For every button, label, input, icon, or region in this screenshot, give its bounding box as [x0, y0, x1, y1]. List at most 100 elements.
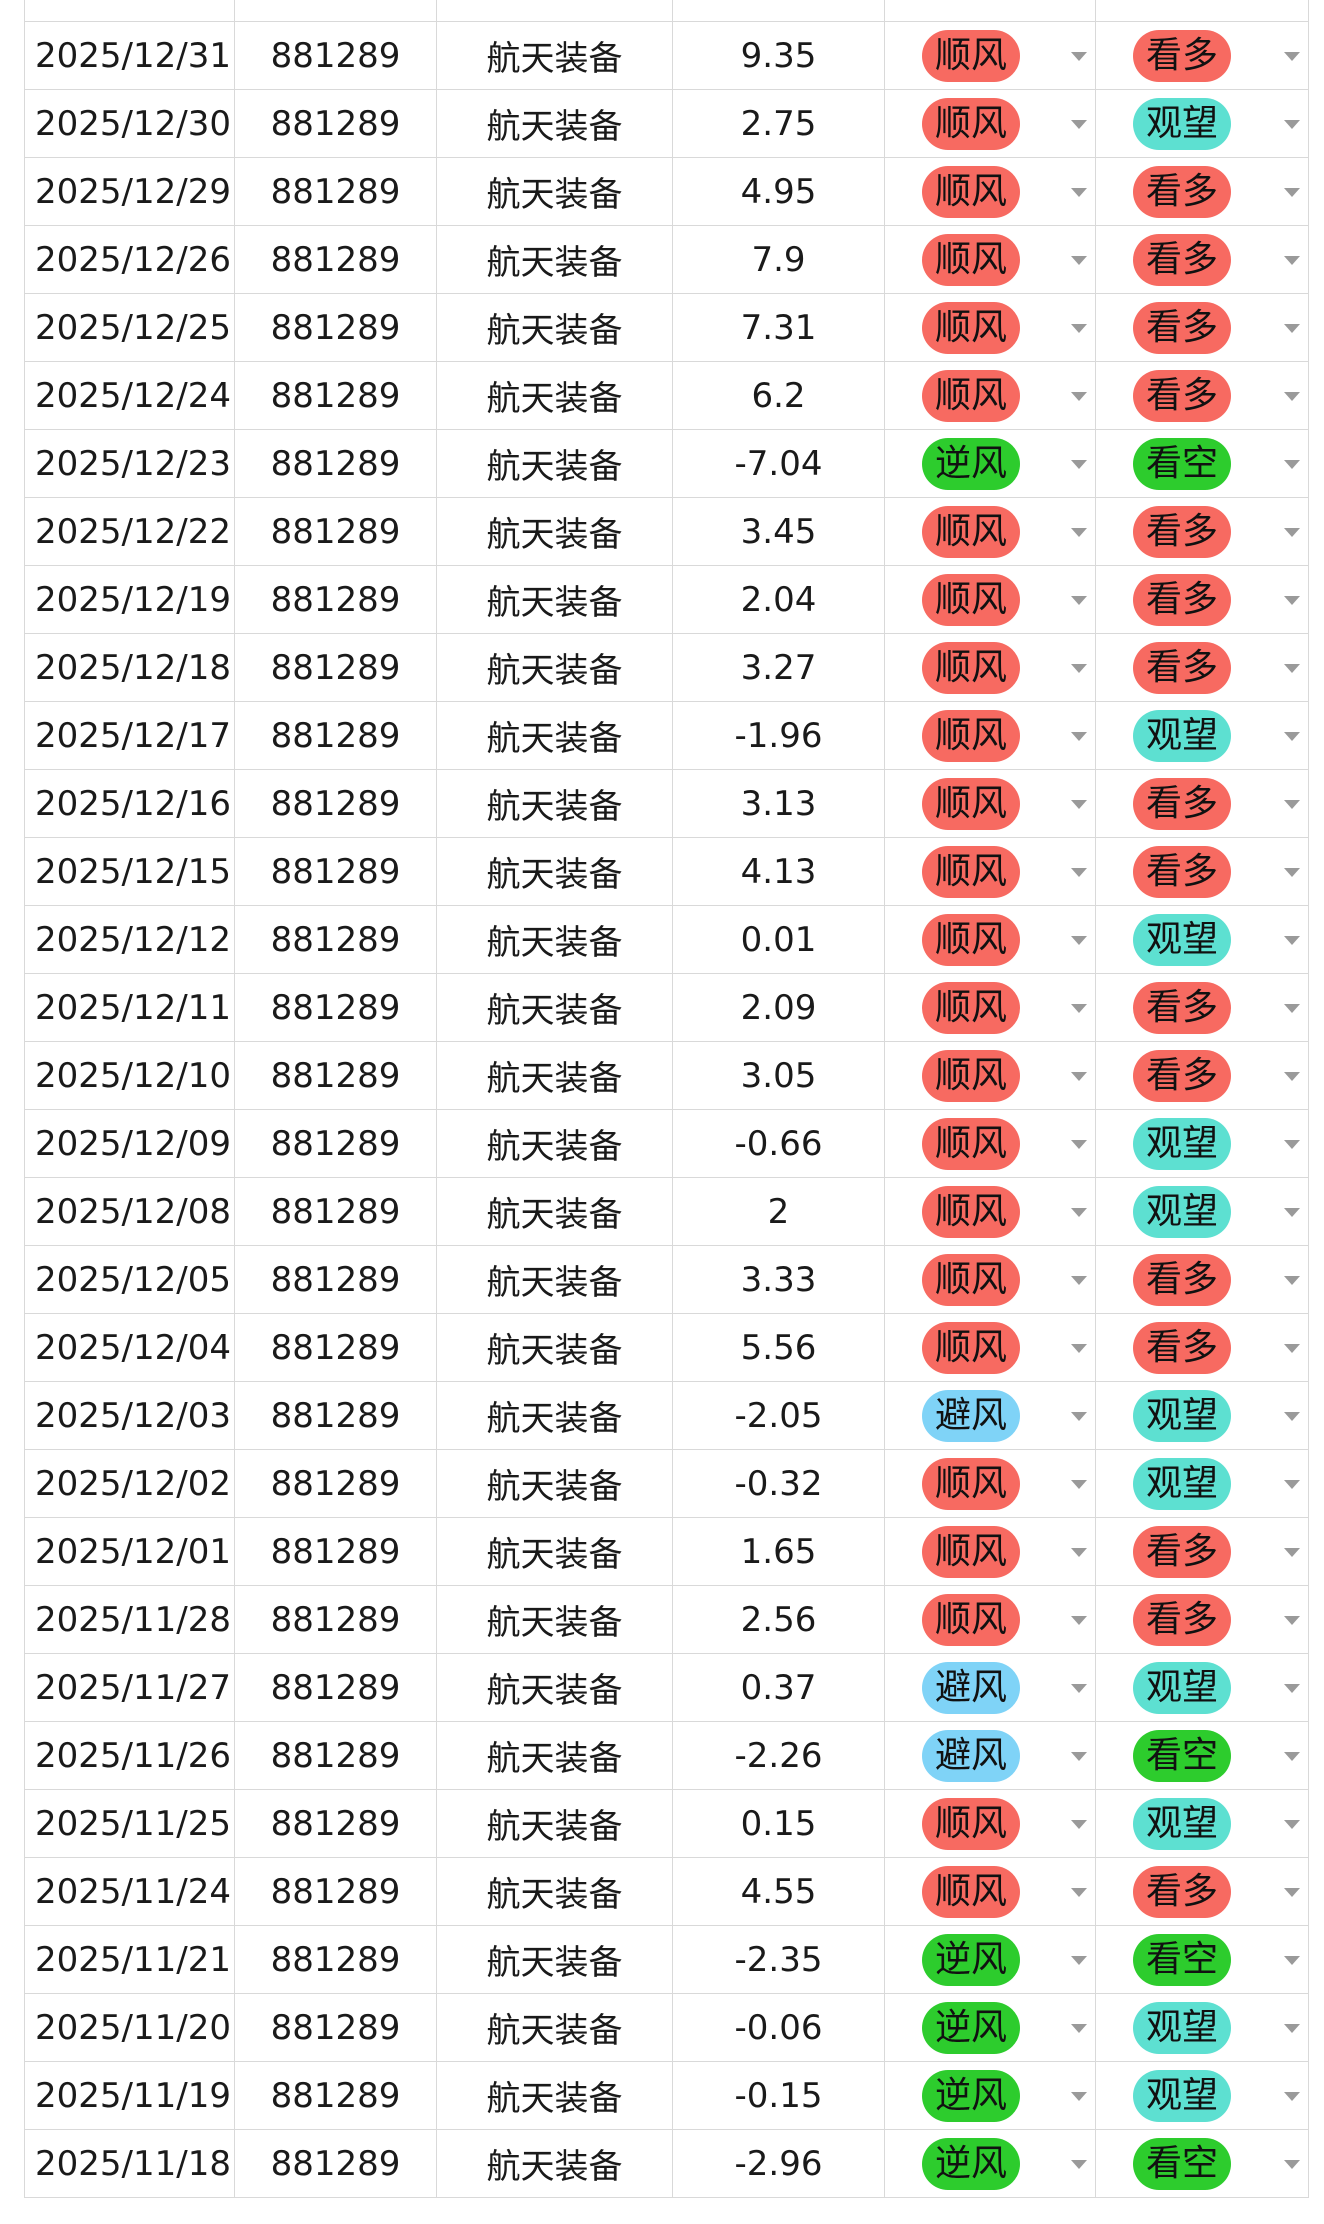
- change-cell[interactable]: 2.09: [672, 973, 885, 1042]
- caret-down-icon[interactable]: [1071, 2159, 1087, 2169]
- caret-down-icon[interactable]: [1284, 187, 1300, 197]
- caret-down-icon[interactable]: [1071, 255, 1087, 265]
- code-cell[interactable]: 881289: [234, 701, 437, 770]
- sector-name-cell[interactable]: 航天装备: [436, 2061, 673, 2130]
- code-cell[interactable]: 881289: [234, 2061, 437, 2130]
- caret-down-icon[interactable]: [1071, 119, 1087, 129]
- view-dropdown-cell[interactable]: 看多: [1095, 1041, 1309, 1110]
- sector-name-cell[interactable]: 航天装备: [436, 1313, 673, 1382]
- code-cell[interactable]: 881289: [234, 1993, 437, 2062]
- date-cell[interactable]: 2025/12/23: [24, 429, 235, 498]
- code-cell[interactable]: 881289: [234, 1517, 437, 1586]
- code-cell[interactable]: 881289: [234, 1857, 437, 1926]
- change-cell[interactable]: 5.56: [672, 1313, 885, 1382]
- date-cell[interactable]: 2025/12/16: [24, 769, 235, 838]
- code-cell[interactable]: 881289: [234, 1109, 437, 1178]
- sector-name-cell[interactable]: 航天装备: [436, 2129, 673, 2198]
- caret-down-icon[interactable]: [1071, 2091, 1087, 2101]
- change-cell[interactable]: 2: [672, 1177, 885, 1246]
- date-cell[interactable]: 2025/11/25: [24, 1789, 235, 1858]
- change-cell[interactable]: -7.04: [672, 429, 885, 498]
- wind-dropdown-cell[interactable]: 避风: [884, 1721, 1096, 1790]
- caret-down-icon[interactable]: [1284, 1479, 1300, 1489]
- date-cell[interactable]: 2025/11/24: [24, 1857, 235, 1926]
- caret-down-icon[interactable]: [1284, 1887, 1300, 1897]
- view-dropdown-cell[interactable]: 观望: [1095, 1109, 1309, 1178]
- caret-down-icon[interactable]: [1284, 1343, 1300, 1353]
- caret-down-icon[interactable]: [1284, 935, 1300, 945]
- wind-dropdown-cell[interactable]: 顺风: [884, 973, 1096, 1042]
- date-cell[interactable]: 2025/11/18: [24, 2129, 235, 2198]
- date-cell[interactable]: 2025/12/01: [24, 1517, 235, 1586]
- wind-dropdown-cell[interactable]: 逆风: [884, 1925, 1096, 1994]
- change-cell[interactable]: 2.56: [672, 1585, 885, 1654]
- sector-name-cell[interactable]: 航天装备: [436, 1789, 673, 1858]
- code-cell[interactable]: 881289: [234, 1381, 437, 1450]
- wind-dropdown-cell[interactable]: 顺风: [884, 1109, 1096, 1178]
- change-cell[interactable]: 4.13: [672, 837, 885, 906]
- view-dropdown-cell[interactable]: 观望: [1095, 701, 1309, 770]
- view-dropdown-cell[interactable]: 看多: [1095, 837, 1309, 906]
- date-cell[interactable]: 2025/11/27: [24, 1653, 235, 1722]
- code-cell[interactable]: 881289: [234, 497, 437, 566]
- code-cell[interactable]: 881289: [234, 1449, 437, 1518]
- wind-dropdown-cell[interactable]: 顺风: [884, 1789, 1096, 1858]
- caret-down-icon[interactable]: [1071, 1479, 1087, 1489]
- change-cell[interactable]: 3.33: [672, 1245, 885, 1314]
- date-cell[interactable]: 2025/12/05: [24, 1245, 235, 1314]
- change-cell[interactable]: -1.96: [672, 701, 885, 770]
- code-cell[interactable]: 881289: [234, 1245, 437, 1314]
- caret-down-icon[interactable]: [1284, 527, 1300, 537]
- date-cell[interactable]: 2025/12/10: [24, 1041, 235, 1110]
- sector-name-cell[interactable]: 航天装备: [436, 429, 673, 498]
- date-cell[interactable]: 2025/12/09: [24, 1109, 235, 1178]
- caret-down-icon[interactable]: [1284, 1207, 1300, 1217]
- sector-name-cell[interactable]: 航天装备: [436, 1177, 673, 1246]
- caret-down-icon[interactable]: [1071, 1819, 1087, 1829]
- caret-down-icon[interactable]: [1071, 187, 1087, 197]
- sector-name-cell[interactable]: 航天装备: [436, 1721, 673, 1790]
- code-cell[interactable]: 881289: [234, 905, 437, 974]
- date-cell[interactable]: 2025/11/26: [24, 1721, 235, 1790]
- empty-cell[interactable]: [234, 0, 437, 22]
- caret-down-icon[interactable]: [1284, 799, 1300, 809]
- code-cell[interactable]: 881289: [234, 225, 437, 294]
- caret-down-icon[interactable]: [1284, 2023, 1300, 2033]
- caret-down-icon[interactable]: [1071, 1003, 1087, 1013]
- caret-down-icon[interactable]: [1071, 663, 1087, 673]
- code-cell[interactable]: 881289: [234, 1177, 437, 1246]
- change-cell[interactable]: 4.55: [672, 1857, 885, 1926]
- wind-dropdown-cell[interactable]: 顺风: [884, 1585, 1096, 1654]
- wind-dropdown-cell[interactable]: 顺风: [884, 1517, 1096, 1586]
- view-dropdown-cell[interactable]: 看多: [1095, 769, 1309, 838]
- view-dropdown-cell[interactable]: 观望: [1095, 1789, 1309, 1858]
- change-cell[interactable]: 0.01: [672, 905, 885, 974]
- empty-cell[interactable]: [24, 0, 235, 22]
- date-cell[interactable]: 2025/11/20: [24, 1993, 235, 2062]
- wind-dropdown-cell[interactable]: 顺风: [884, 293, 1096, 362]
- sector-name-cell[interactable]: 航天装备: [436, 769, 673, 838]
- code-cell[interactable]: 881289: [234, 565, 437, 634]
- change-cell[interactable]: 1.65: [672, 1517, 885, 1586]
- view-dropdown-cell[interactable]: 看多: [1095, 1517, 1309, 1586]
- sector-name-cell[interactable]: 航天装备: [436, 1449, 673, 1518]
- sector-name-cell[interactable]: 航天装备: [436, 497, 673, 566]
- wind-dropdown-cell[interactable]: 顺风: [884, 89, 1096, 158]
- view-dropdown-cell[interactable]: 观望: [1095, 2061, 1309, 2130]
- sector-name-cell[interactable]: 航天装备: [436, 361, 673, 430]
- view-dropdown-cell[interactable]: 看多: [1095, 1857, 1309, 1926]
- change-cell[interactable]: 0.37: [672, 1653, 885, 1722]
- code-cell[interactable]: 881289: [234, 1721, 437, 1790]
- wind-dropdown-cell[interactable]: 顺风: [884, 21, 1096, 90]
- wind-dropdown-cell[interactable]: 顺风: [884, 1177, 1096, 1246]
- caret-down-icon[interactable]: [1284, 1683, 1300, 1693]
- date-cell[interactable]: 2025/12/11: [24, 973, 235, 1042]
- caret-down-icon[interactable]: [1284, 1955, 1300, 1965]
- sector-name-cell[interactable]: 航天装备: [436, 633, 673, 702]
- change-cell[interactable]: -2.96: [672, 2129, 885, 2198]
- change-cell[interactable]: 9.35: [672, 21, 885, 90]
- caret-down-icon[interactable]: [1284, 1819, 1300, 1829]
- date-cell[interactable]: 2025/12/24: [24, 361, 235, 430]
- change-cell[interactable]: -2.05: [672, 1381, 885, 1450]
- view-dropdown-cell[interactable]: 观望: [1095, 89, 1309, 158]
